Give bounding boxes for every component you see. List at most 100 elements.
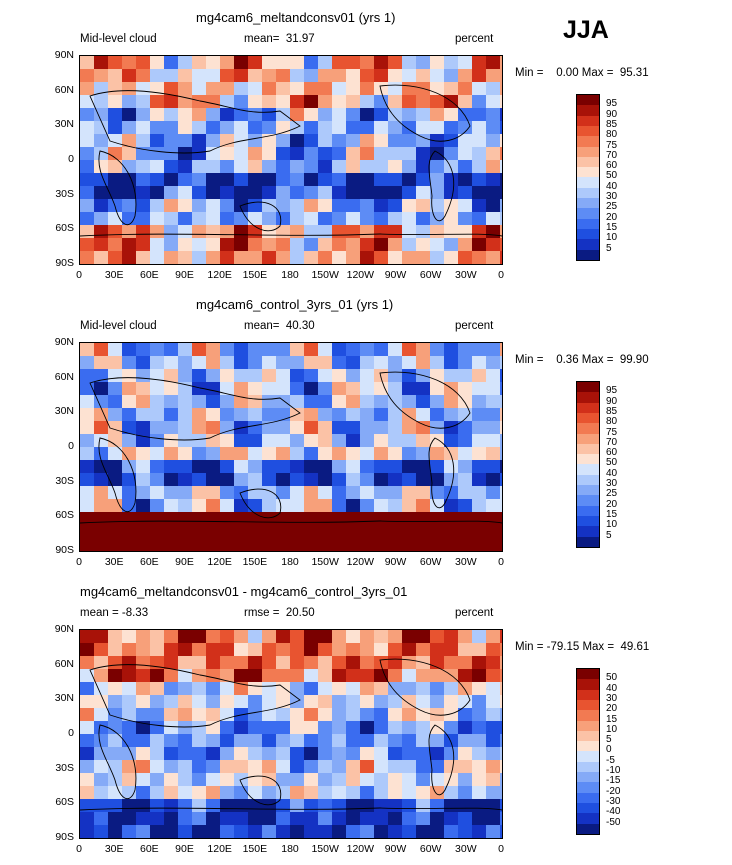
heatmap-cell <box>290 251 305 264</box>
heatmap-cell <box>290 134 305 148</box>
heatmap-cell <box>206 695 221 709</box>
heatmap-cell <box>332 108 347 122</box>
panel-left-label: Mid-level cloud <box>80 320 157 332</box>
heatmap-cell <box>318 734 333 748</box>
heatmap-cell <box>262 160 277 174</box>
heatmap-cell <box>346 225 361 239</box>
heatmap-cell <box>472 173 487 187</box>
heatmap-cell <box>486 69 501 83</box>
heatmap-cell <box>80 134 95 148</box>
heatmap-cell <box>94 251 109 264</box>
coastline <box>89 90 301 154</box>
lon-tick-label: 0 <box>498 556 504 568</box>
heatmap-cell <box>248 343 263 357</box>
heatmap-cell <box>388 538 403 551</box>
colorbar-label: 70 <box>606 149 618 161</box>
heatmap-cell <box>430 160 445 174</box>
heatmap-cell <box>458 343 473 357</box>
heatmap-cell <box>150 225 165 239</box>
heatmap-cell <box>304 630 319 644</box>
heatmap-cell <box>332 734 347 748</box>
heatmap-cell <box>290 786 305 800</box>
heatmap-cell <box>304 682 319 696</box>
heatmap-cell <box>402 708 417 722</box>
heatmap-cell <box>262 238 277 252</box>
heatmap-cell <box>122 708 137 722</box>
heatmap-cell <box>150 134 165 148</box>
heatmap-cell <box>360 773 375 787</box>
heatmap-cell <box>80 395 95 409</box>
heatmap-cell <box>388 825 403 838</box>
heatmap-cell <box>150 147 165 161</box>
heatmap-cell <box>164 525 179 539</box>
heatmap-cell <box>94 786 109 800</box>
heatmap-cell <box>206 473 221 487</box>
heatmap-cell <box>122 147 137 161</box>
heatmap-cell <box>94 356 109 370</box>
heatmap-cell <box>164 656 179 670</box>
colorbar-segment <box>577 187 599 199</box>
heatmap-cell <box>304 773 319 787</box>
heatmap-cell <box>276 656 291 670</box>
heatmap-cell <box>122 799 137 813</box>
heatmap-cell <box>94 56 109 70</box>
heatmap-cell <box>486 434 501 448</box>
heatmap-svg <box>80 56 502 264</box>
heatmap-cell <box>206 369 221 383</box>
heatmap-cell <box>290 721 305 735</box>
heatmap-cell <box>332 212 347 226</box>
heatmap-cell <box>402 212 417 226</box>
heatmap-cell <box>318 251 333 264</box>
heatmap-cell <box>430 212 445 226</box>
heatmap-cell <box>360 238 375 252</box>
heatmap-cell <box>178 695 193 709</box>
lon-tick-label: 30E <box>104 269 124 281</box>
colorbar-label: 75 <box>606 139 618 151</box>
coastline <box>89 377 301 441</box>
heatmap-cell <box>150 486 165 500</box>
heatmap-cell <box>472 512 487 526</box>
heatmap-cell <box>486 708 501 722</box>
heatmap-cell <box>206 434 221 448</box>
heatmap-cell <box>122 251 137 264</box>
heatmap-cell <box>416 121 431 135</box>
heatmap-cell <box>360 499 375 513</box>
heatmap-cell <box>472 421 487 435</box>
heatmap-cell <box>486 669 501 683</box>
heatmap-cell <box>388 251 403 264</box>
heatmap-cell <box>458 460 473 474</box>
heatmap-cell <box>500 343 502 357</box>
heatmap-cell <box>122 56 137 70</box>
heatmap-cell <box>192 56 207 70</box>
heatmap-cell <box>402 238 417 252</box>
heatmap-cell <box>290 799 305 813</box>
heatmap-cell <box>122 69 137 83</box>
heatmap-cell <box>472 238 487 252</box>
heatmap-cell <box>234 121 249 135</box>
heatmap-cell <box>178 773 193 787</box>
heatmap-cell <box>346 525 361 539</box>
heatmap-cell <box>472 95 487 109</box>
heatmap-cell <box>136 460 151 474</box>
colorbar-segment <box>577 402 599 414</box>
heatmap-cell <box>388 56 403 70</box>
heatmap-cell <box>388 225 403 239</box>
heatmap-cell <box>164 212 179 226</box>
coastline <box>80 233 502 237</box>
heatmap-cell <box>486 682 501 696</box>
heatmap-cell <box>122 486 137 500</box>
heatmap-cell <box>122 186 137 200</box>
heatmap-cell <box>346 786 361 800</box>
heatmap-cell <box>402 825 417 838</box>
heatmap-cell <box>94 238 109 252</box>
heatmap-cell <box>388 747 403 761</box>
heatmap-cell <box>500 147 502 161</box>
heatmap-cell <box>122 499 137 513</box>
heatmap-cell <box>248 382 263 396</box>
heatmap-cell <box>360 721 375 735</box>
heatmap-cell <box>108 682 123 696</box>
colorbar-label: 95 <box>606 98 618 110</box>
colorbar-label: -50 <box>606 816 621 828</box>
heatmap-cell <box>444 160 459 174</box>
panel-stat-label: mean= 40.30 <box>244 320 315 332</box>
